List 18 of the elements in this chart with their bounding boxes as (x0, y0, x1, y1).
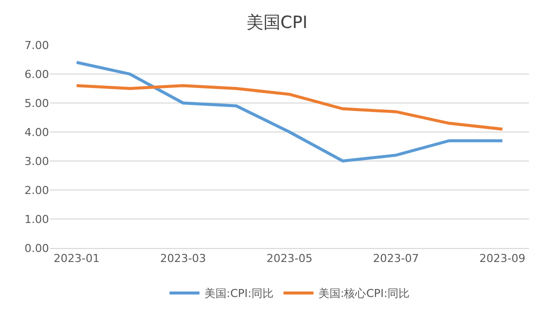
y-tick-label: 6.00 (24, 68, 49, 81)
x-tick-label: 2023-03 (160, 252, 206, 266)
y-tick-label: 4.00 (24, 126, 49, 139)
y-tick-label: 0.00 (24, 242, 49, 255)
chart-title: 美国CPI (246, 12, 308, 33)
legend-label: 美国:核心CPI:同比 (318, 287, 410, 300)
y-tick-label: 3.00 (24, 154, 49, 168)
legend-label: 美国:CPI:同比 (204, 287, 274, 300)
y-tick-label: 2.00 (24, 184, 49, 197)
y-tick-label: 7.00 (24, 38, 49, 52)
y-tick-label: 5.00 (24, 96, 49, 110)
line-series (75, 84, 504, 131)
x-tick-label: 2023-05 (266, 252, 312, 266)
x-tick-label: 2023-01 (54, 252, 100, 266)
y-tick-label: 1.00 (24, 212, 49, 226)
line-series (75, 60, 504, 162)
x-tick-label: 2023-09 (479, 252, 526, 266)
x-tick-label: 2023-07 (372, 252, 419, 266)
